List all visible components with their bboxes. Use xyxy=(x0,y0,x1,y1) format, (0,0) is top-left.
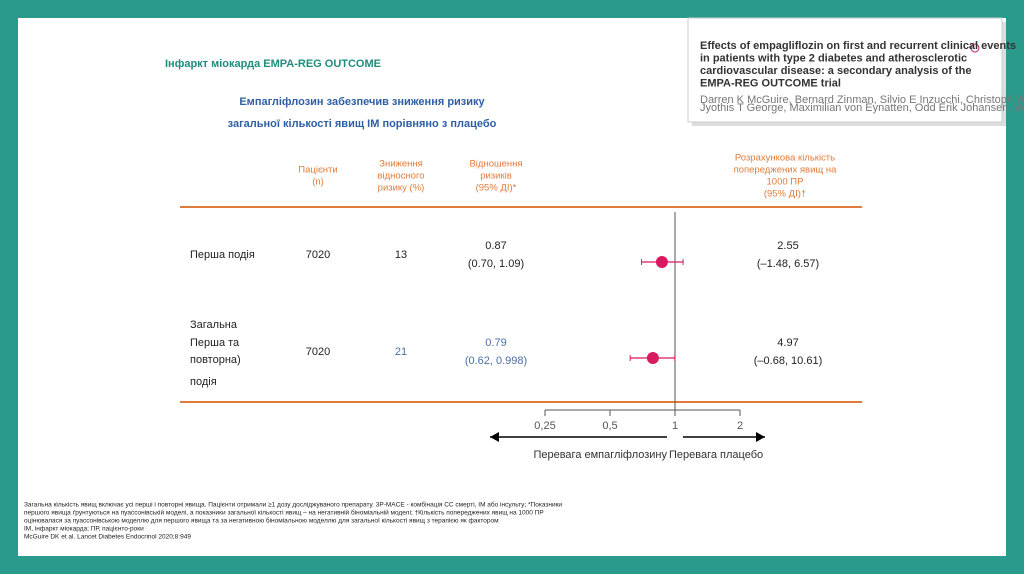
column-header: Пацієнти xyxy=(298,165,337,176)
inset-authors: Darren K McGuire, Bernard Zinman, Silvio… xyxy=(700,94,1024,106)
column-header: відносного xyxy=(377,171,424,182)
column-header: Розрахункова кількість xyxy=(735,153,835,164)
subtitle: Емпагліфлозин забезпечив зниження ризику xyxy=(239,96,485,108)
column-header: (95% ДІ)† xyxy=(764,189,806,200)
annotation: Перевага плацебо xyxy=(669,449,763,461)
rrr: 21 xyxy=(395,346,407,358)
title: Інфаркт міокарда EMPA-REG OUTCOME xyxy=(165,58,381,70)
footnote: першого явища ґрунтуються на пуассонівсь… xyxy=(24,509,544,517)
x-tick-label: 2 xyxy=(737,420,743,432)
column-header: Відношення xyxy=(469,159,522,170)
inset-title: cardiovascular disease: a secondary anal… xyxy=(700,65,971,77)
nnt: 2.55 xyxy=(777,240,798,252)
column-header: попереджених явищ на xyxy=(734,165,838,176)
column-header: ризику (%) xyxy=(378,183,425,194)
inset-title: Effects of empagliflozin on first and re… xyxy=(700,40,1016,52)
inset-title: EMPA-REG OUTCOME trial xyxy=(700,77,841,89)
arrow-head xyxy=(756,432,765,442)
row-label: Перша та xyxy=(190,337,240,349)
x-tick-label: 0,25 xyxy=(534,420,555,432)
footnote: McGuire DK et al. Lancet Diabetes Endocr… xyxy=(24,534,191,541)
nnt-ci: (–1.48, 6.57) xyxy=(757,258,819,270)
footnote: ІМ, інфаркт міокарда; ПР, пацієнто-роки xyxy=(24,525,144,533)
inset-box xyxy=(687,17,1003,123)
row-label: Перша подія xyxy=(190,249,255,261)
x-tick-label: 0,5 xyxy=(602,420,617,432)
inset xyxy=(687,17,1006,126)
inset-logo xyxy=(970,43,980,53)
point xyxy=(655,256,668,268)
subtitle: загальної кількості явищ ІМ порівняно з … xyxy=(228,118,497,130)
nnt: 4.97 xyxy=(777,337,798,349)
column-header: 1000 ПР xyxy=(767,177,804,188)
hr-ci: (0.62, 0.998) xyxy=(465,355,527,367)
column-header: Зниження xyxy=(379,159,423,170)
inset-title: in patients with type 2 diabetes and ath… xyxy=(700,52,967,64)
inset-authors: Jyothis T George, Maximilian von Eynatte… xyxy=(700,102,1024,114)
footnote: Загальна кількість явищ включає усі перш… xyxy=(24,501,562,509)
patients: 7020 xyxy=(306,346,330,358)
rrr: 13 xyxy=(395,249,407,261)
hr-value: 0.87 xyxy=(485,240,506,252)
row-label: подія xyxy=(190,376,217,388)
hr-ci: (0.70, 1.09) xyxy=(468,258,524,270)
nnt-ci: (–0.68, 10.61) xyxy=(754,355,823,367)
column-header: (95% ДІ)* xyxy=(476,183,517,194)
hr-value: 0.79 xyxy=(485,337,506,349)
column-header: (n) xyxy=(312,177,324,188)
arrow-head xyxy=(490,432,499,442)
row-label: Загальна xyxy=(190,319,238,331)
point xyxy=(646,352,659,364)
patients: 7020 xyxy=(306,249,330,261)
x-tick-label: 1 xyxy=(672,420,678,432)
annotation: Перевага емпагліфлозину xyxy=(533,449,667,461)
footnote: оцінювалася за пуассонівською моделлю дл… xyxy=(24,517,499,525)
row-label: повторна) xyxy=(190,354,241,366)
column-header: ризиків xyxy=(480,171,512,182)
